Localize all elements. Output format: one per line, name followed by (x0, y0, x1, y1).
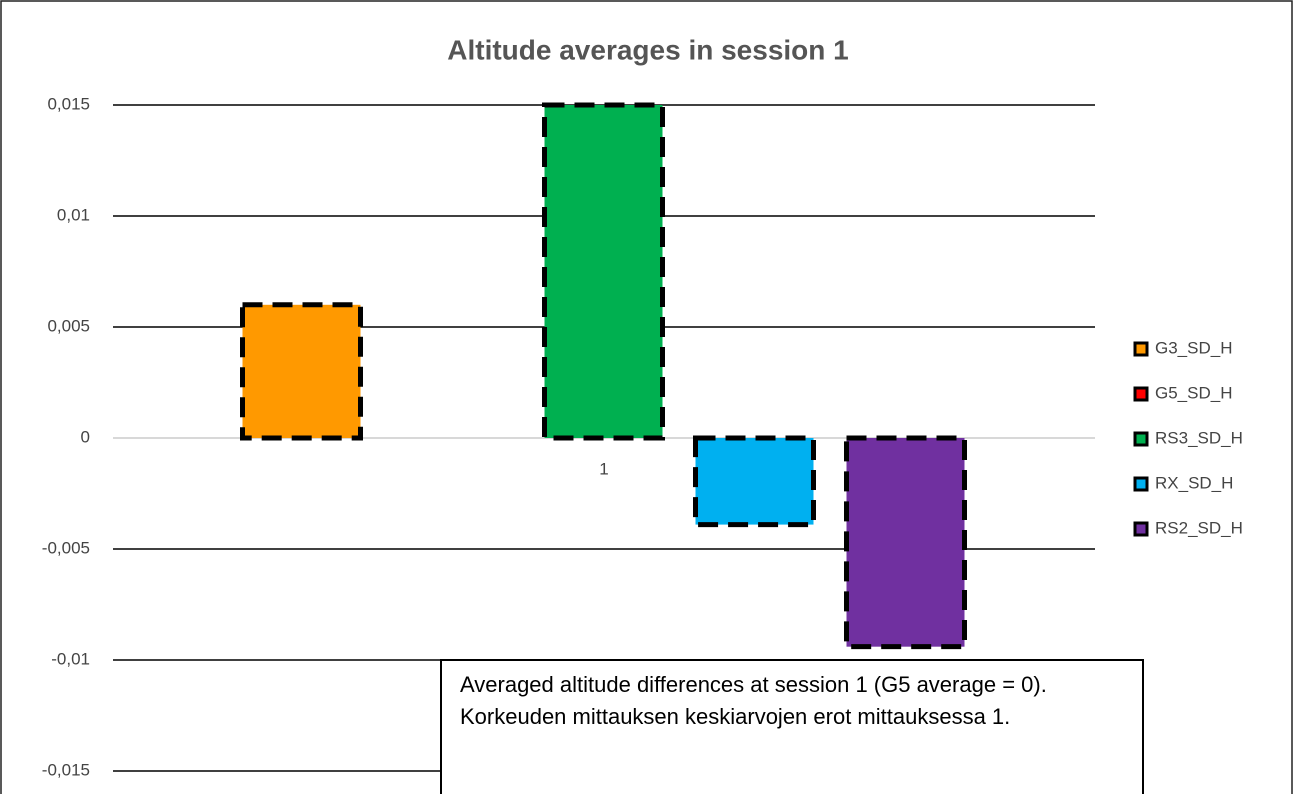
bar (542, 102, 665, 441)
y-tick-label: 0,01 (57, 205, 90, 224)
y-tick-label: 0 (81, 427, 90, 446)
legend-label: G5_SD_H (1155, 383, 1232, 402)
chart-title: Altitude averages in session 1 (447, 34, 849, 65)
bar (693, 435, 816, 528)
legend-marker (1133, 521, 1149, 537)
y-tick-label: -0,015 (42, 760, 90, 779)
legend-marker (1133, 386, 1149, 402)
legend-label: G3_SD_H (1155, 338, 1232, 357)
annotation: Averaged altitude differences at session… (440, 659, 1144, 794)
x-tick-label: 1 (599, 459, 608, 478)
legend-label: RS2_SD_H (1155, 518, 1243, 537)
bar (844, 435, 967, 650)
legend-marker (1133, 431, 1149, 447)
legend-marker (1133, 476, 1149, 492)
y-tick-label: -0,005 (42, 538, 90, 557)
y-tick-label: 0,015 (47, 94, 90, 113)
legend-label: RS3_SD_H (1155, 428, 1243, 447)
legend-label: RX_SD_H (1155, 473, 1233, 492)
y-tick-label: -0,01 (51, 649, 90, 668)
legend-marker (1133, 341, 1149, 357)
bar (240, 302, 363, 441)
y-tick-label: 0,005 (47, 316, 90, 335)
